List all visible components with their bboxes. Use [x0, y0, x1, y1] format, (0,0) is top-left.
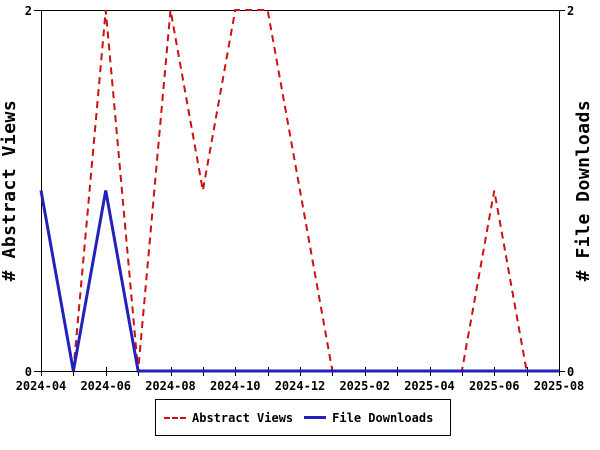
x-axis-tick-label: 2025-08	[534, 379, 585, 393]
abstract-views-line-sample	[164, 416, 186, 419]
right-axis-title: # File Downloads	[573, 100, 594, 281]
x-axis-tick-label: 2024-08	[145, 379, 196, 393]
x-axis-tick-label: 2024-06	[80, 379, 131, 393]
x-axis-tick-label: 2024-12	[275, 379, 326, 393]
file-downloads-line	[39, 190, 559, 373]
x-axis-tick-label: 2025-06	[469, 379, 520, 393]
abstract-views-line	[72, 9, 559, 372]
x-axis-tick-label: 2025-04	[404, 379, 455, 393]
legend-item-file-downloads: File Downloads	[304, 411, 433, 425]
legend-item-abstract-views: Abstract Views	[164, 411, 293, 425]
left-axis-tick-label: 2	[25, 4, 32, 18]
x-axis-tick-label: 2024-10	[210, 379, 261, 393]
chart-legend: Abstract Views File Downloads	[155, 399, 451, 436]
right-axis-tick-label: 0	[567, 365, 574, 379]
left-axis-title: # Abstract Views	[0, 100, 20, 281]
legend-label-abstract-views: Abstract Views	[192, 410, 294, 425]
x-axis-tick-label: 2024-04	[16, 379, 67, 393]
x-axis-tick-label: 2025-02	[339, 379, 390, 393]
legend-label-file-downloads: File Downloads	[332, 410, 434, 425]
right-axis-tick-label: 2	[567, 4, 574, 18]
left-axis-tick-label: 0	[25, 365, 32, 379]
file-downloads-line-sample	[304, 416, 327, 419]
